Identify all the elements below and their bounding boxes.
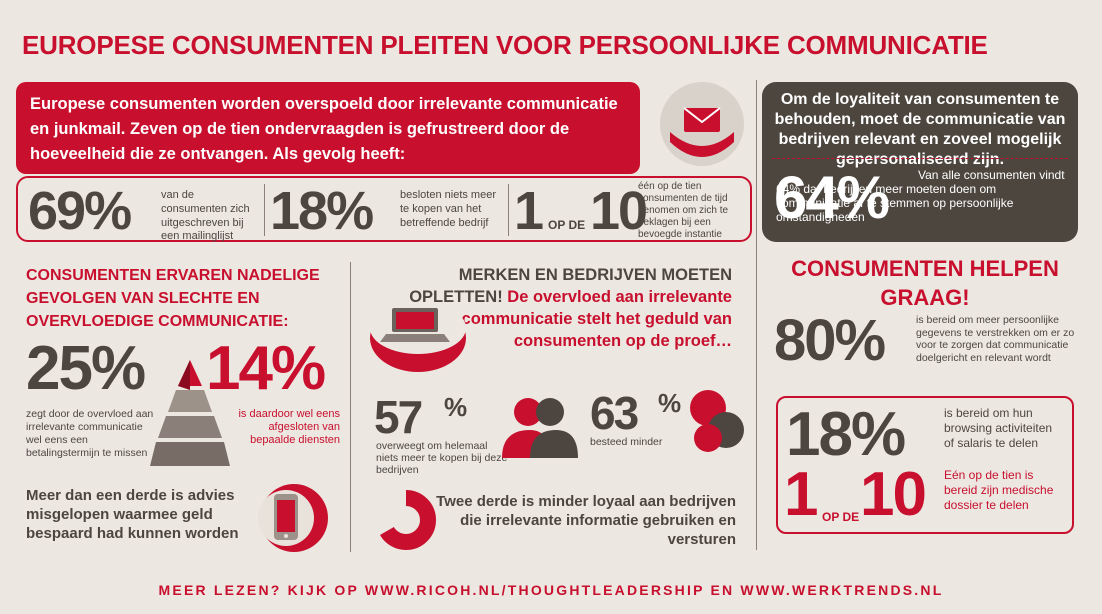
stat-18b-desc: is bereid om hun browsing activiteiten o…	[944, 406, 1053, 450]
advice-text: Meer dan een derde is advies misgelopen …	[26, 487, 239, 542]
stats-box: 69% van de consumenten zich uitgeschreve…	[16, 176, 752, 242]
stat-10b-desc: Eén op de tien is bereid zijn medische d…	[944, 468, 1054, 512]
middle-heading-red: De overvloed aan irrelevante communicati…	[461, 288, 732, 350]
stat-18b-value: 18%	[786, 400, 906, 469]
middle-heading: MERKEN EN BEDRIJVEN MOETEN OPLETTEN! De …	[372, 264, 732, 352]
intro-text: Europese consumenten worden overspoeld d…	[30, 95, 618, 163]
loyal-text: Twee derde is minder loyaal aan bedrijve…	[436, 493, 736, 548]
envelope-icon	[660, 82, 744, 166]
circles-icon	[688, 388, 748, 463]
stat-10-value: 10	[590, 181, 648, 241]
stat-57-value: 57	[374, 391, 423, 443]
stat-80-value: 80%	[774, 308, 886, 373]
page-title: EUROPESE CONSUMENTEN PLEITEN VOOR PERSOO…	[22, 30, 988, 60]
column-divider	[350, 262, 351, 552]
stat-69-desc: van de consumenten zich uitgeschreven bi…	[161, 189, 250, 243]
laptop-icon	[368, 294, 468, 379]
dashed-line	[772, 158, 1068, 159]
loyalty-text: Om de loyaliteit van consumenten te beho…	[774, 91, 1066, 168]
stat-18-value: 18%	[270, 181, 374, 241]
stat-op-de-b: OP DE	[822, 510, 860, 524]
column-divider	[756, 80, 757, 550]
pyramid-icon	[150, 356, 230, 481]
middle-heading-dark: MERKEN EN BEDRIJVEN MOETEN OPLETTEN!	[409, 266, 732, 306]
loyalty-value: 64%	[774, 164, 890, 231]
divider	[264, 184, 265, 236]
stat-69-value: 69%	[28, 181, 132, 241]
smartphone-icon	[256, 480, 332, 561]
stat-op-de: OP DE	[548, 218, 586, 232]
stat-57-pct: %	[444, 392, 468, 422]
people-icon	[500, 394, 580, 467]
stat-63-value: 63	[590, 387, 639, 439]
stat-80-desc: is bereid om meer persoonlijke gegevens …	[916, 314, 1075, 364]
stat-10-desc: één op de tien consumenten de tijd genom…	[638, 181, 729, 240]
footer-link-text[interactable]: MEER LEZEN? KIJK OP WWW.RICOH.NL/THOUGHT…	[158, 582, 944, 598]
stat-25-desc: zegt door de overvloed aan irrelevante c…	[26, 408, 154, 460]
stat-10b-value: 10	[860, 460, 927, 529]
loyalty-box: Om de loyaliteit van consumenten te beho…	[762, 82, 1078, 242]
ring-chart-icon	[374, 488, 438, 557]
stat-1b-value: 1	[784, 460, 819, 529]
left-heading: CONSUMENTEN ERVAREN NADELIGE GEVOLGEN VA…	[26, 267, 320, 330]
stat-63-desc: besteed minder	[590, 436, 663, 448]
loyalty-desc: Van alle consumenten vindt 64% dat bedri…	[776, 168, 1065, 224]
stat-1-value: 1	[514, 181, 544, 241]
stat-57-desc: overweegt om helemaal niets meer te kope…	[376, 440, 508, 476]
divider	[508, 184, 509, 236]
stat-14-desc: is daardoor wel eens afgesloten van bepa…	[238, 408, 340, 446]
sharing-box	[776, 396, 1074, 534]
stat-18-desc: besloten niets meer te kopen van het bet…	[400, 189, 496, 229]
intro-box: Europese consumenten worden overspoeld d…	[16, 82, 640, 174]
right-heading: CONSUMENTEN HELPEN GRAAG!	[791, 256, 1059, 310]
stat-63-pct: %	[658, 388, 682, 418]
stat-14-value: 14%	[206, 334, 326, 403]
stat-25-value: 25%	[26, 334, 146, 403]
